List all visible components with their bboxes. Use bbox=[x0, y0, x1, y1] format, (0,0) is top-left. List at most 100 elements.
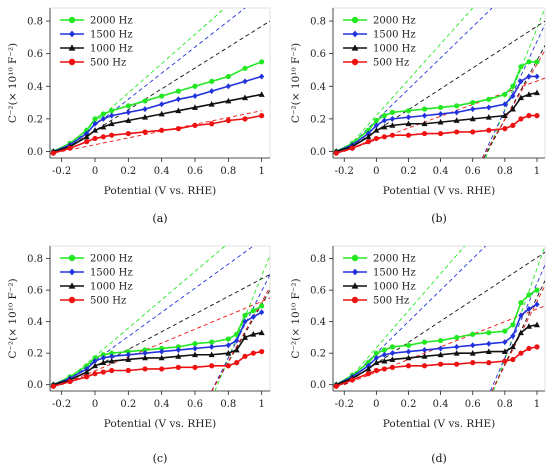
data-point bbox=[242, 353, 248, 359]
y-tick-label: 0.0 bbox=[310, 380, 326, 391]
data-point bbox=[501, 112, 508, 119]
data-point bbox=[470, 99, 476, 106]
x-tick-label: 0 bbox=[92, 399, 98, 410]
data-point bbox=[125, 351, 131, 358]
data-point bbox=[389, 364, 396, 370]
x-tick-label: 0.4 bbox=[154, 399, 170, 410]
y-tick-label: 0.8 bbox=[310, 254, 326, 265]
data-point bbox=[259, 348, 265, 355]
data-point bbox=[486, 104, 492, 111]
data-point bbox=[159, 101, 165, 108]
data-point bbox=[209, 339, 215, 345]
x-tick-label: -0.2 bbox=[335, 166, 354, 177]
data-point bbox=[158, 110, 165, 117]
data-point bbox=[454, 334, 460, 341]
data-point bbox=[142, 350, 148, 357]
data-point bbox=[381, 123, 388, 130]
legend: 2000 Hz 1500 Hz 1000 Hz 500 Hz bbox=[60, 254, 133, 307]
data-point bbox=[234, 360, 240, 366]
fit-line bbox=[343, 246, 486, 386]
data-point bbox=[175, 107, 182, 114]
data-point bbox=[209, 121, 215, 127]
data-point bbox=[526, 113, 532, 119]
series-0 bbox=[50, 59, 265, 155]
data-point bbox=[50, 383, 56, 389]
legend-marker bbox=[68, 296, 76, 304]
x-tick-label: 0.2 bbox=[401, 166, 417, 177]
data-point bbox=[518, 350, 524, 356]
data-point bbox=[234, 331, 240, 337]
y-axis-label: C⁻²(× 10¹⁰ F⁻²) bbox=[290, 278, 302, 358]
data-point bbox=[437, 118, 444, 125]
data-point bbox=[209, 363, 215, 369]
y-tick-label: 0.0 bbox=[27, 147, 43, 158]
data-point bbox=[92, 362, 98, 369]
data-point bbox=[67, 145, 73, 151]
data-point bbox=[381, 117, 387, 124]
data-point bbox=[469, 115, 476, 122]
series-2 bbox=[333, 89, 540, 154]
data-point bbox=[125, 103, 131, 109]
x-tick-label: -0.2 bbox=[52, 166, 71, 177]
legend-label: 1500 Hz bbox=[90, 30, 133, 41]
data-point bbox=[100, 369, 106, 375]
x-tick-label: 0.4 bbox=[433, 166, 449, 177]
series-2 bbox=[50, 91, 265, 154]
data-point bbox=[242, 318, 248, 325]
data-point bbox=[242, 65, 248, 71]
data-point bbox=[109, 112, 115, 119]
fit-line bbox=[481, 24, 545, 158]
data-point bbox=[405, 108, 412, 114]
data-point bbox=[125, 348, 131, 355]
legend-marker bbox=[69, 268, 75, 276]
data-point bbox=[100, 123, 107, 130]
data-point bbox=[454, 129, 460, 135]
legend-label: 500 Hz bbox=[373, 58, 409, 69]
data-point bbox=[250, 331, 257, 337]
y-tick-label: 0.0 bbox=[310, 147, 326, 158]
data-point bbox=[209, 343, 215, 350]
data-point bbox=[517, 329, 524, 336]
data-point bbox=[208, 351, 215, 358]
data-point bbox=[534, 301, 540, 308]
data-point bbox=[234, 337, 240, 344]
data-point bbox=[421, 363, 428, 369]
data-point bbox=[405, 348, 412, 355]
fit-line bbox=[61, 246, 254, 386]
data-point bbox=[125, 130, 131, 137]
data-point bbox=[485, 114, 492, 120]
data-point bbox=[438, 110, 444, 117]
data-point bbox=[92, 355, 98, 361]
data-point bbox=[192, 351, 198, 358]
fit-line bbox=[61, 273, 270, 386]
y-tick-label: 0.8 bbox=[27, 17, 43, 28]
data-point bbox=[373, 354, 379, 361]
data-point bbox=[84, 374, 90, 380]
data-point bbox=[92, 120, 98, 127]
data-point bbox=[92, 358, 98, 365]
series-1 bbox=[50, 73, 265, 155]
x-tick-label: 0.2 bbox=[120, 399, 136, 410]
data-point bbox=[421, 130, 428, 137]
data-point bbox=[225, 336, 231, 342]
data-point bbox=[365, 371, 371, 377]
data-point bbox=[349, 377, 355, 383]
data-point bbox=[421, 347, 428, 354]
data-point bbox=[250, 308, 256, 314]
data-point bbox=[510, 83, 516, 89]
data-point bbox=[437, 351, 444, 358]
legend-marker bbox=[351, 254, 359, 262]
legend-marker bbox=[351, 16, 359, 24]
y-tick-label: 0.0 bbox=[27, 380, 43, 391]
fit-line bbox=[343, 8, 493, 152]
data-point bbox=[175, 88, 181, 94]
data-point bbox=[109, 132, 115, 138]
chart-panel-0: -0.2 0 0.2 0.4 0.6 0.8 10.00.20.40.60.8Potenti… bbox=[7, 7, 271, 225]
data-point bbox=[192, 345, 198, 352]
data-point bbox=[421, 120, 428, 127]
x-tick-label: 0.6 bbox=[465, 166, 481, 177]
data-point bbox=[454, 361, 460, 367]
legend: 2000 Hz 1500 Hz 1000 Hz 500 Hz bbox=[60, 16, 133, 69]
data-point bbox=[381, 134, 387, 140]
fit-line bbox=[491, 280, 545, 391]
